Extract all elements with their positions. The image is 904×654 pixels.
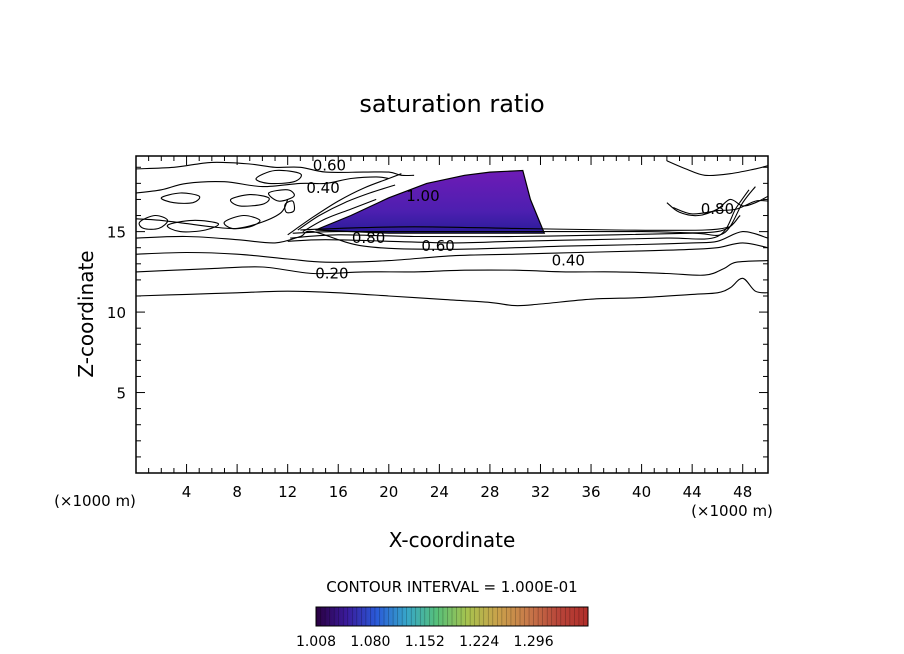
contour-closed	[160, 192, 201, 204]
y-tick-label: 10	[107, 304, 126, 322]
contour-line	[673, 199, 768, 215]
contour-line	[136, 176, 389, 194]
x-tick-label: 24	[430, 483, 449, 501]
y-axis-unit: (×1000 m)	[54, 492, 136, 510]
contour-line	[297, 184, 396, 231]
x-axis-ticks: 4 8 12 16 20 24 28 32 36 40 44 48	[148, 156, 756, 501]
x-tick-label: 44	[683, 483, 702, 501]
colorbar-tick-label: 1.080	[350, 634, 390, 650]
y-tick-label: 15	[107, 224, 126, 242]
contour-label: 0.60	[421, 237, 454, 255]
x-tick-label: 8	[232, 483, 242, 501]
contour-closed	[255, 169, 302, 185]
contour-label: 0.60	[313, 157, 346, 175]
contour-line	[302, 198, 377, 233]
colorbar-tick-label: 1.224	[459, 634, 499, 650]
contour-line	[300, 226, 731, 231]
contour-label: 0.40	[552, 252, 585, 270]
colorbar-gradient	[315, 606, 589, 627]
x-tick-label: 28	[480, 483, 499, 501]
contour-line	[136, 260, 768, 276]
x-tick-label: 48	[733, 483, 752, 501]
contour-line	[290, 186, 756, 239]
contour-labels: 0.600.40 1.000.80 0.600.400.200.80	[306, 157, 734, 283]
colorbar-tick-label: 1.152	[405, 634, 445, 650]
contour-line	[666, 160, 768, 177]
contour-line	[136, 242, 768, 263]
contour-line	[136, 161, 415, 177]
contour-interval-text: CONTOUR INTERVAL = 1.000E-01	[326, 578, 577, 596]
contour-closed	[229, 194, 270, 207]
x-tick-label: 16	[329, 483, 348, 501]
y-tick-label: 5	[116, 385, 126, 403]
contour-label: 0.40	[306, 179, 339, 197]
contour-closed	[267, 189, 295, 202]
contour-label: 0.80	[701, 200, 734, 218]
chart-title: saturation ratio	[359, 90, 544, 118]
x-axis-label: X-coordinate	[389, 528, 516, 552]
contour-label: 1.00	[406, 187, 439, 205]
contour-line	[292, 215, 741, 234]
contour-line	[287, 173, 402, 236]
x-tick-label: 36	[581, 483, 600, 501]
colorbar: 1.008 1.080 1.152 1.224 1.296	[296, 606, 589, 650]
supersaturation-region	[315, 169, 546, 234]
x-tick-label: 20	[379, 483, 398, 501]
contour-line	[287, 189, 750, 244]
x-tick-label: 12	[278, 483, 297, 501]
contour-line	[666, 195, 768, 217]
plot-area	[136, 160, 768, 307]
contour-label: 0.20	[315, 264, 348, 282]
y-axis-ticks: 5 10 15	[107, 166, 768, 458]
x-tick-label: 4	[182, 483, 192, 501]
y-axis-label: Z-coordinate	[74, 250, 98, 377]
contour-line	[136, 230, 768, 250]
contour-closed	[166, 219, 220, 233]
contour-line	[136, 277, 768, 307]
contour-closed	[284, 200, 296, 214]
x-tick-label: 40	[632, 483, 651, 501]
contour-closed	[223, 214, 261, 230]
contour-closed	[138, 214, 169, 230]
contour-label: 0.80	[352, 229, 385, 247]
contour-line	[136, 199, 289, 230]
x-tick-label: 32	[531, 483, 550, 501]
x-axis-unit: (×1000 m)	[691, 502, 773, 520]
colorbar-tick-label: 1.008	[296, 634, 336, 650]
colorbar-tick-label: 1.296	[514, 634, 554, 650]
